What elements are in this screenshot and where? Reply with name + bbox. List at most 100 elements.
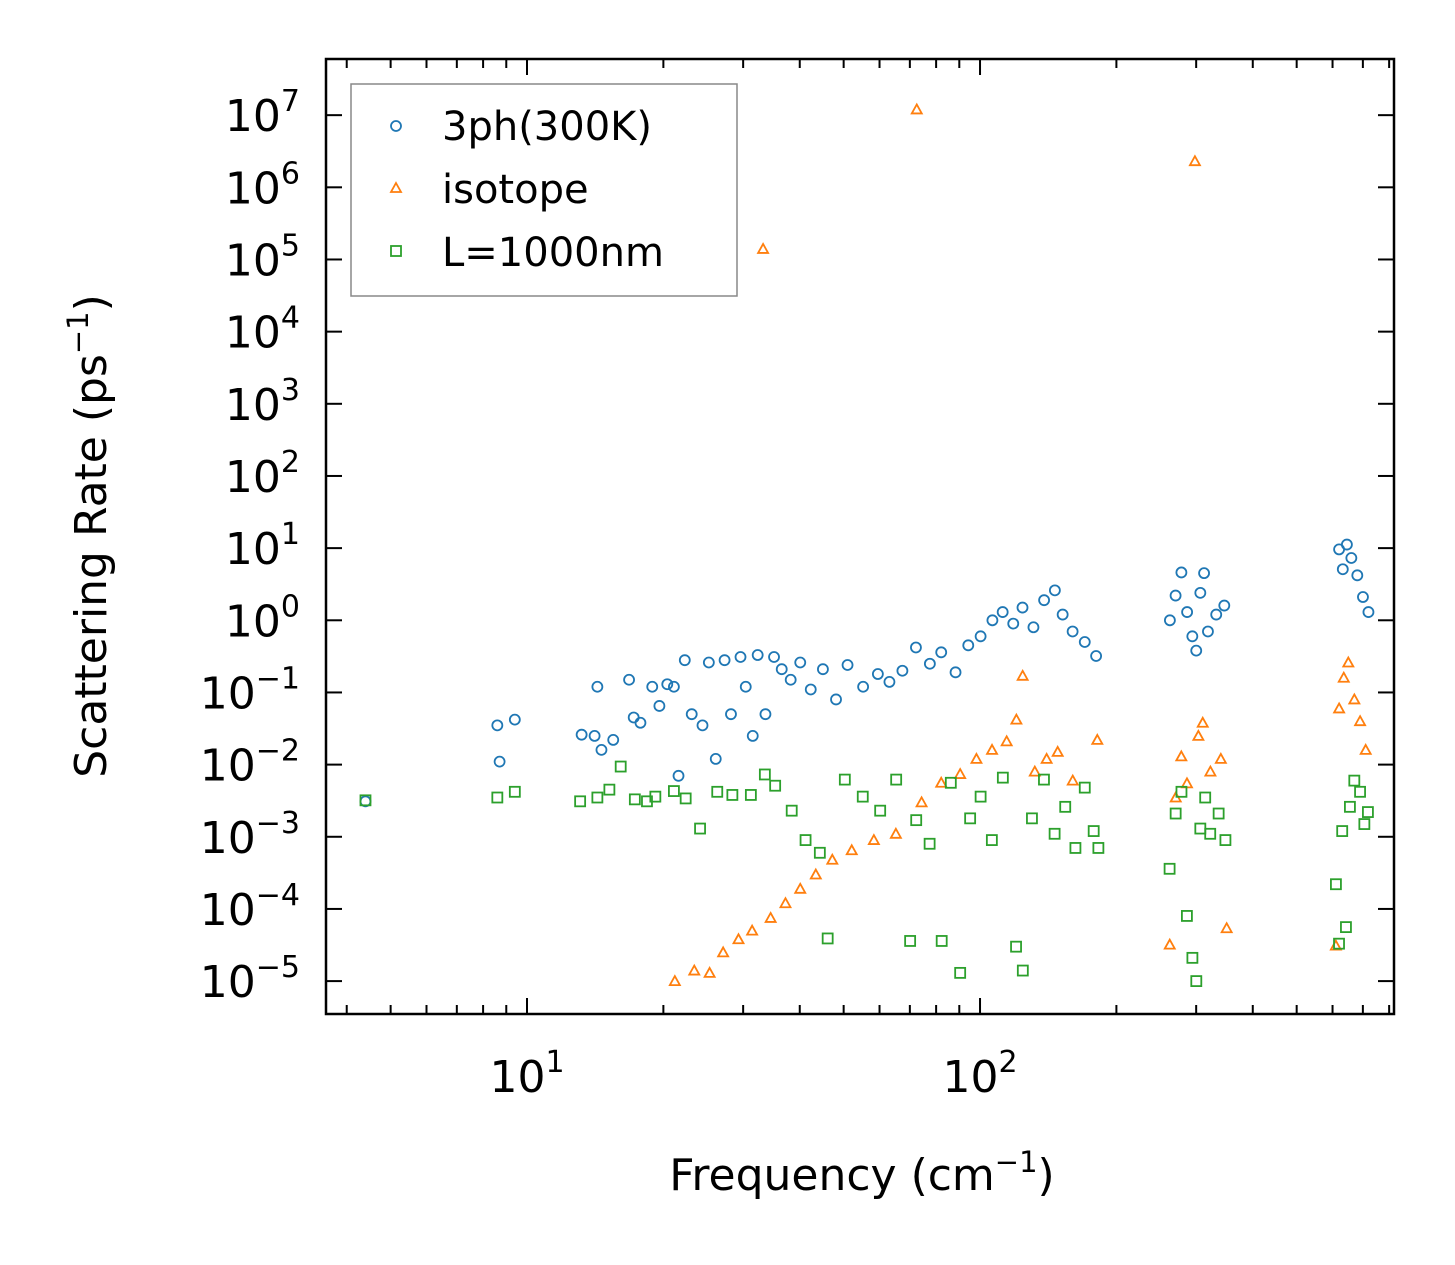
data-point xyxy=(1359,743,1373,755)
legend-entry-isotope: isotope xyxy=(389,167,589,213)
legend-marker-triangle xyxy=(389,181,403,193)
data-point xyxy=(1181,910,1193,922)
data-point xyxy=(856,790,869,803)
data-point xyxy=(668,680,680,693)
data-point xyxy=(756,242,770,254)
data-point xyxy=(726,789,739,801)
data-point xyxy=(709,752,722,765)
data-point xyxy=(588,729,601,742)
data-point xyxy=(739,680,752,693)
data-point xyxy=(949,666,962,679)
data-point xyxy=(1199,791,1212,804)
data-point xyxy=(910,814,923,827)
data-point xyxy=(784,673,797,686)
y-tick-label: 10−2 xyxy=(200,734,300,792)
data-point xyxy=(821,932,834,945)
data-point xyxy=(672,769,685,782)
data-point xyxy=(1348,774,1361,787)
data-point xyxy=(1069,842,1082,854)
data-point xyxy=(778,896,793,909)
data-point xyxy=(1009,712,1023,725)
data-point xyxy=(623,673,635,686)
data-point xyxy=(1026,812,1038,825)
data-point xyxy=(591,680,604,693)
data-point xyxy=(646,680,659,693)
data-point xyxy=(491,791,504,804)
data-point xyxy=(1340,538,1353,551)
data-point xyxy=(910,641,922,654)
legend-entry-l1000: L=1000nm xyxy=(390,230,664,276)
data-point xyxy=(1048,827,1061,840)
data-point xyxy=(702,656,715,669)
data-point xyxy=(1066,625,1079,638)
x-axis-ticks: 101 102 xyxy=(345,59,1391,1103)
legend-label-l1000: L=1000nm xyxy=(442,230,664,276)
legend-marker-circle xyxy=(390,120,402,132)
data-point xyxy=(923,837,936,850)
data-point xyxy=(607,734,620,746)
legend-label-3ph: 3ph(300K) xyxy=(442,104,652,150)
data-point xyxy=(923,657,936,670)
data-point xyxy=(794,656,807,669)
plot-points xyxy=(359,102,1375,987)
data-point xyxy=(809,867,823,880)
data-point xyxy=(1210,608,1223,621)
data-point xyxy=(867,833,881,845)
data-point xyxy=(953,767,967,779)
data-point xyxy=(1186,951,1199,964)
series-1 xyxy=(668,102,1373,986)
y-tick-label: 105 xyxy=(225,228,300,286)
data-point xyxy=(1190,975,1203,987)
data-point xyxy=(1048,584,1061,597)
legend-label-isotope: isotope xyxy=(442,167,589,213)
data-point xyxy=(1362,806,1374,818)
data-point xyxy=(769,779,782,792)
data-point xyxy=(493,755,506,768)
data-point xyxy=(1203,764,1217,777)
data-point xyxy=(1344,800,1356,813)
data-point xyxy=(574,795,587,808)
y-tick-label: 10−3 xyxy=(200,806,300,864)
data-point xyxy=(935,646,948,659)
data-point xyxy=(661,678,674,691)
data-point xyxy=(785,804,798,817)
series-2 xyxy=(359,760,1374,987)
data-point xyxy=(910,102,924,115)
y-axis-label: Scattering Rate (ps−1) xyxy=(61,294,117,778)
data-point xyxy=(1354,785,1366,798)
y-tick-label: 103 xyxy=(225,373,300,431)
data-point xyxy=(1027,621,1040,634)
data-point xyxy=(1016,964,1029,977)
data-point xyxy=(575,728,588,741)
y-tick-label: 102 xyxy=(225,445,300,503)
data-point xyxy=(359,794,372,807)
data-point xyxy=(825,852,839,865)
y-tick-label: 106 xyxy=(225,156,300,214)
data-point xyxy=(628,793,641,806)
data-point xyxy=(595,743,608,756)
x-tick-label: 101 xyxy=(489,1045,564,1103)
data-point xyxy=(935,935,948,947)
data-point xyxy=(1218,599,1231,612)
data-point xyxy=(985,834,998,846)
data-point xyxy=(491,719,504,732)
data-point xyxy=(1347,692,1361,705)
data-point xyxy=(841,659,854,671)
data-point xyxy=(985,743,999,755)
data-point xyxy=(1204,827,1217,840)
data-point xyxy=(944,776,957,789)
data-point xyxy=(915,795,929,808)
data-point xyxy=(1090,733,1104,745)
data-point xyxy=(1212,807,1225,820)
y-tick-label: 10−5 xyxy=(200,950,300,1008)
data-point xyxy=(1351,569,1364,582)
data-point xyxy=(974,790,987,803)
data-point xyxy=(1340,921,1352,934)
data-point xyxy=(934,775,948,788)
data-point xyxy=(1194,586,1207,599)
data-point xyxy=(687,963,701,976)
data-point xyxy=(996,606,1009,618)
data-point xyxy=(1066,773,1080,786)
data-point xyxy=(1198,567,1210,580)
data-point xyxy=(668,974,682,986)
